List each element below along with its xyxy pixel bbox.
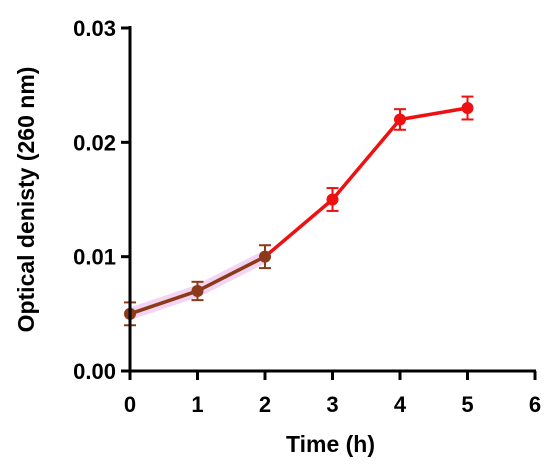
x-tick-label: 1 — [191, 392, 203, 417]
series-line-segment — [398, 106, 470, 122]
x-tick-label: 3 — [326, 392, 338, 417]
x-tick-label: 0 — [124, 392, 136, 417]
x-tick-label: 5 — [461, 392, 473, 417]
y-axis-title: Optical denisty (260 nm) — [13, 67, 39, 333]
data-point — [259, 250, 271, 263]
y-tick-label: 0.00 — [73, 359, 116, 384]
y-tick-label: 0.02 — [73, 130, 116, 155]
plot-marks — [124, 95, 474, 327]
tick-labels: 0.00 0.01 0.02 0.03 0 1 2 3 4 5 6 — [73, 16, 541, 417]
data-point — [191, 284, 204, 297]
x-tick-label: 4 — [394, 392, 407, 417]
series-line-segment — [128, 289, 200, 316]
data-point — [326, 193, 339, 206]
x-tick-label: 2 — [259, 392, 271, 417]
data-point — [461, 102, 474, 115]
x-tick-label: 6 — [529, 392, 541, 417]
series-line-segment — [263, 197, 335, 259]
y-tick-label: 0.01 — [73, 245, 116, 270]
x-axis-title: Time (h) — [286, 431, 375, 457]
axes — [121, 26, 537, 380]
series-line-segment — [330, 117, 402, 202]
series-line-segment — [195, 254, 267, 293]
y-tick-label: 0.03 — [73, 16, 116, 41]
data-point — [394, 113, 406, 126]
